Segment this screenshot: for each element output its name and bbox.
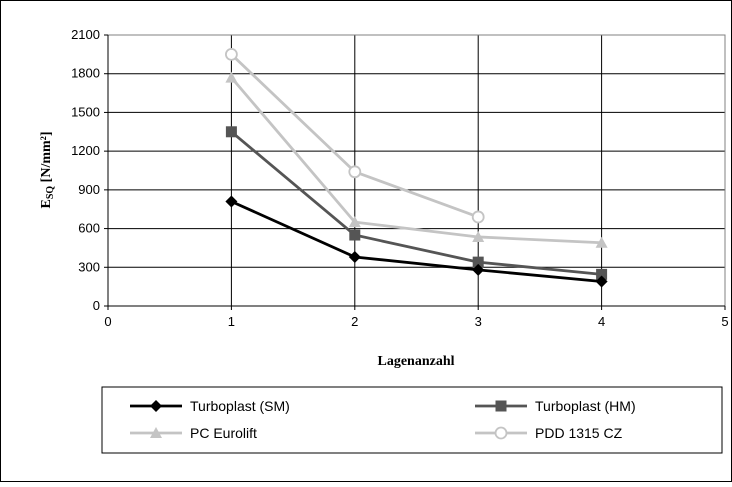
data-point-marker: [595, 236, 608, 248]
y-tick-label: 1800: [71, 66, 100, 81]
x-tick-label: 5: [721, 314, 728, 329]
y-tick-label: 2100: [71, 27, 100, 42]
data-point-marker: [595, 275, 608, 288]
data-point-marker: [225, 126, 237, 138]
data-series: [224, 47, 608, 288]
series-line: [230, 76, 602, 245]
legend: Turboplast (SM) Turboplast (HM) PC Eurolif…: [130, 398, 636, 441]
legend-swatch-marker: [150, 427, 162, 438]
y-tick-label: 600: [78, 221, 100, 236]
data-point-marker: [471, 210, 485, 224]
data-point-marker: [225, 195, 238, 208]
legend-box: [101, 386, 723, 454]
x-tick-label: 0: [104, 314, 111, 329]
legend-label: PC Eurolift: [190, 425, 257, 441]
y-axis-title-unit: [N/mm²]: [39, 131, 54, 185]
data-point-marker: [224, 47, 238, 61]
x-tick-label: 3: [475, 314, 482, 329]
legend-swatch-marker: [495, 400, 507, 412]
x-tick-label: 2: [351, 314, 358, 329]
y-tick-label: 0: [93, 298, 100, 313]
data-point-marker: [472, 256, 484, 268]
legend-label: Turboplast (SM): [190, 398, 290, 414]
y-axis-title-main: E: [39, 199, 54, 208]
data-point-marker: [348, 250, 361, 263]
y-tick-label: 900: [78, 182, 100, 197]
y-tick-label: 1500: [71, 104, 100, 119]
data-point-marker: [225, 71, 238, 83]
series-line: [230, 130, 602, 276]
y-tick-label: 300: [78, 259, 100, 274]
x-tick-label: 1: [228, 314, 235, 329]
legend-swatch-marker: [150, 400, 162, 412]
data-point-marker: [472, 263, 485, 276]
y-tick-label: 1200: [71, 143, 100, 158]
x-axis-title: Lagenanzahl: [377, 354, 454, 369]
series-line: [230, 200, 602, 283]
data-point-marker: [348, 165, 362, 179]
x-tick-label: 4: [598, 314, 605, 329]
data-point-marker: [349, 229, 361, 241]
legend-label: Turboplast (HM): [535, 398, 636, 414]
data-point-marker: [348, 216, 361, 228]
data-point-marker: [596, 268, 608, 280]
y-axis-title-subscript: SQ: [45, 186, 56, 200]
y-axis-title-unit-text: [N/mm²]: [39, 131, 54, 182]
data-point-marker: [472, 230, 485, 242]
legend-swatch-marker: [494, 426, 508, 440]
axes: 0 300 600 900 1200 1500 1800 2100 0 1 2 3 4 5: [71, 27, 729, 329]
y-axis-title: ESQ [N/mm²]: [39, 131, 56, 208]
legend-label: PDD 1315 CZ: [535, 425, 623, 441]
